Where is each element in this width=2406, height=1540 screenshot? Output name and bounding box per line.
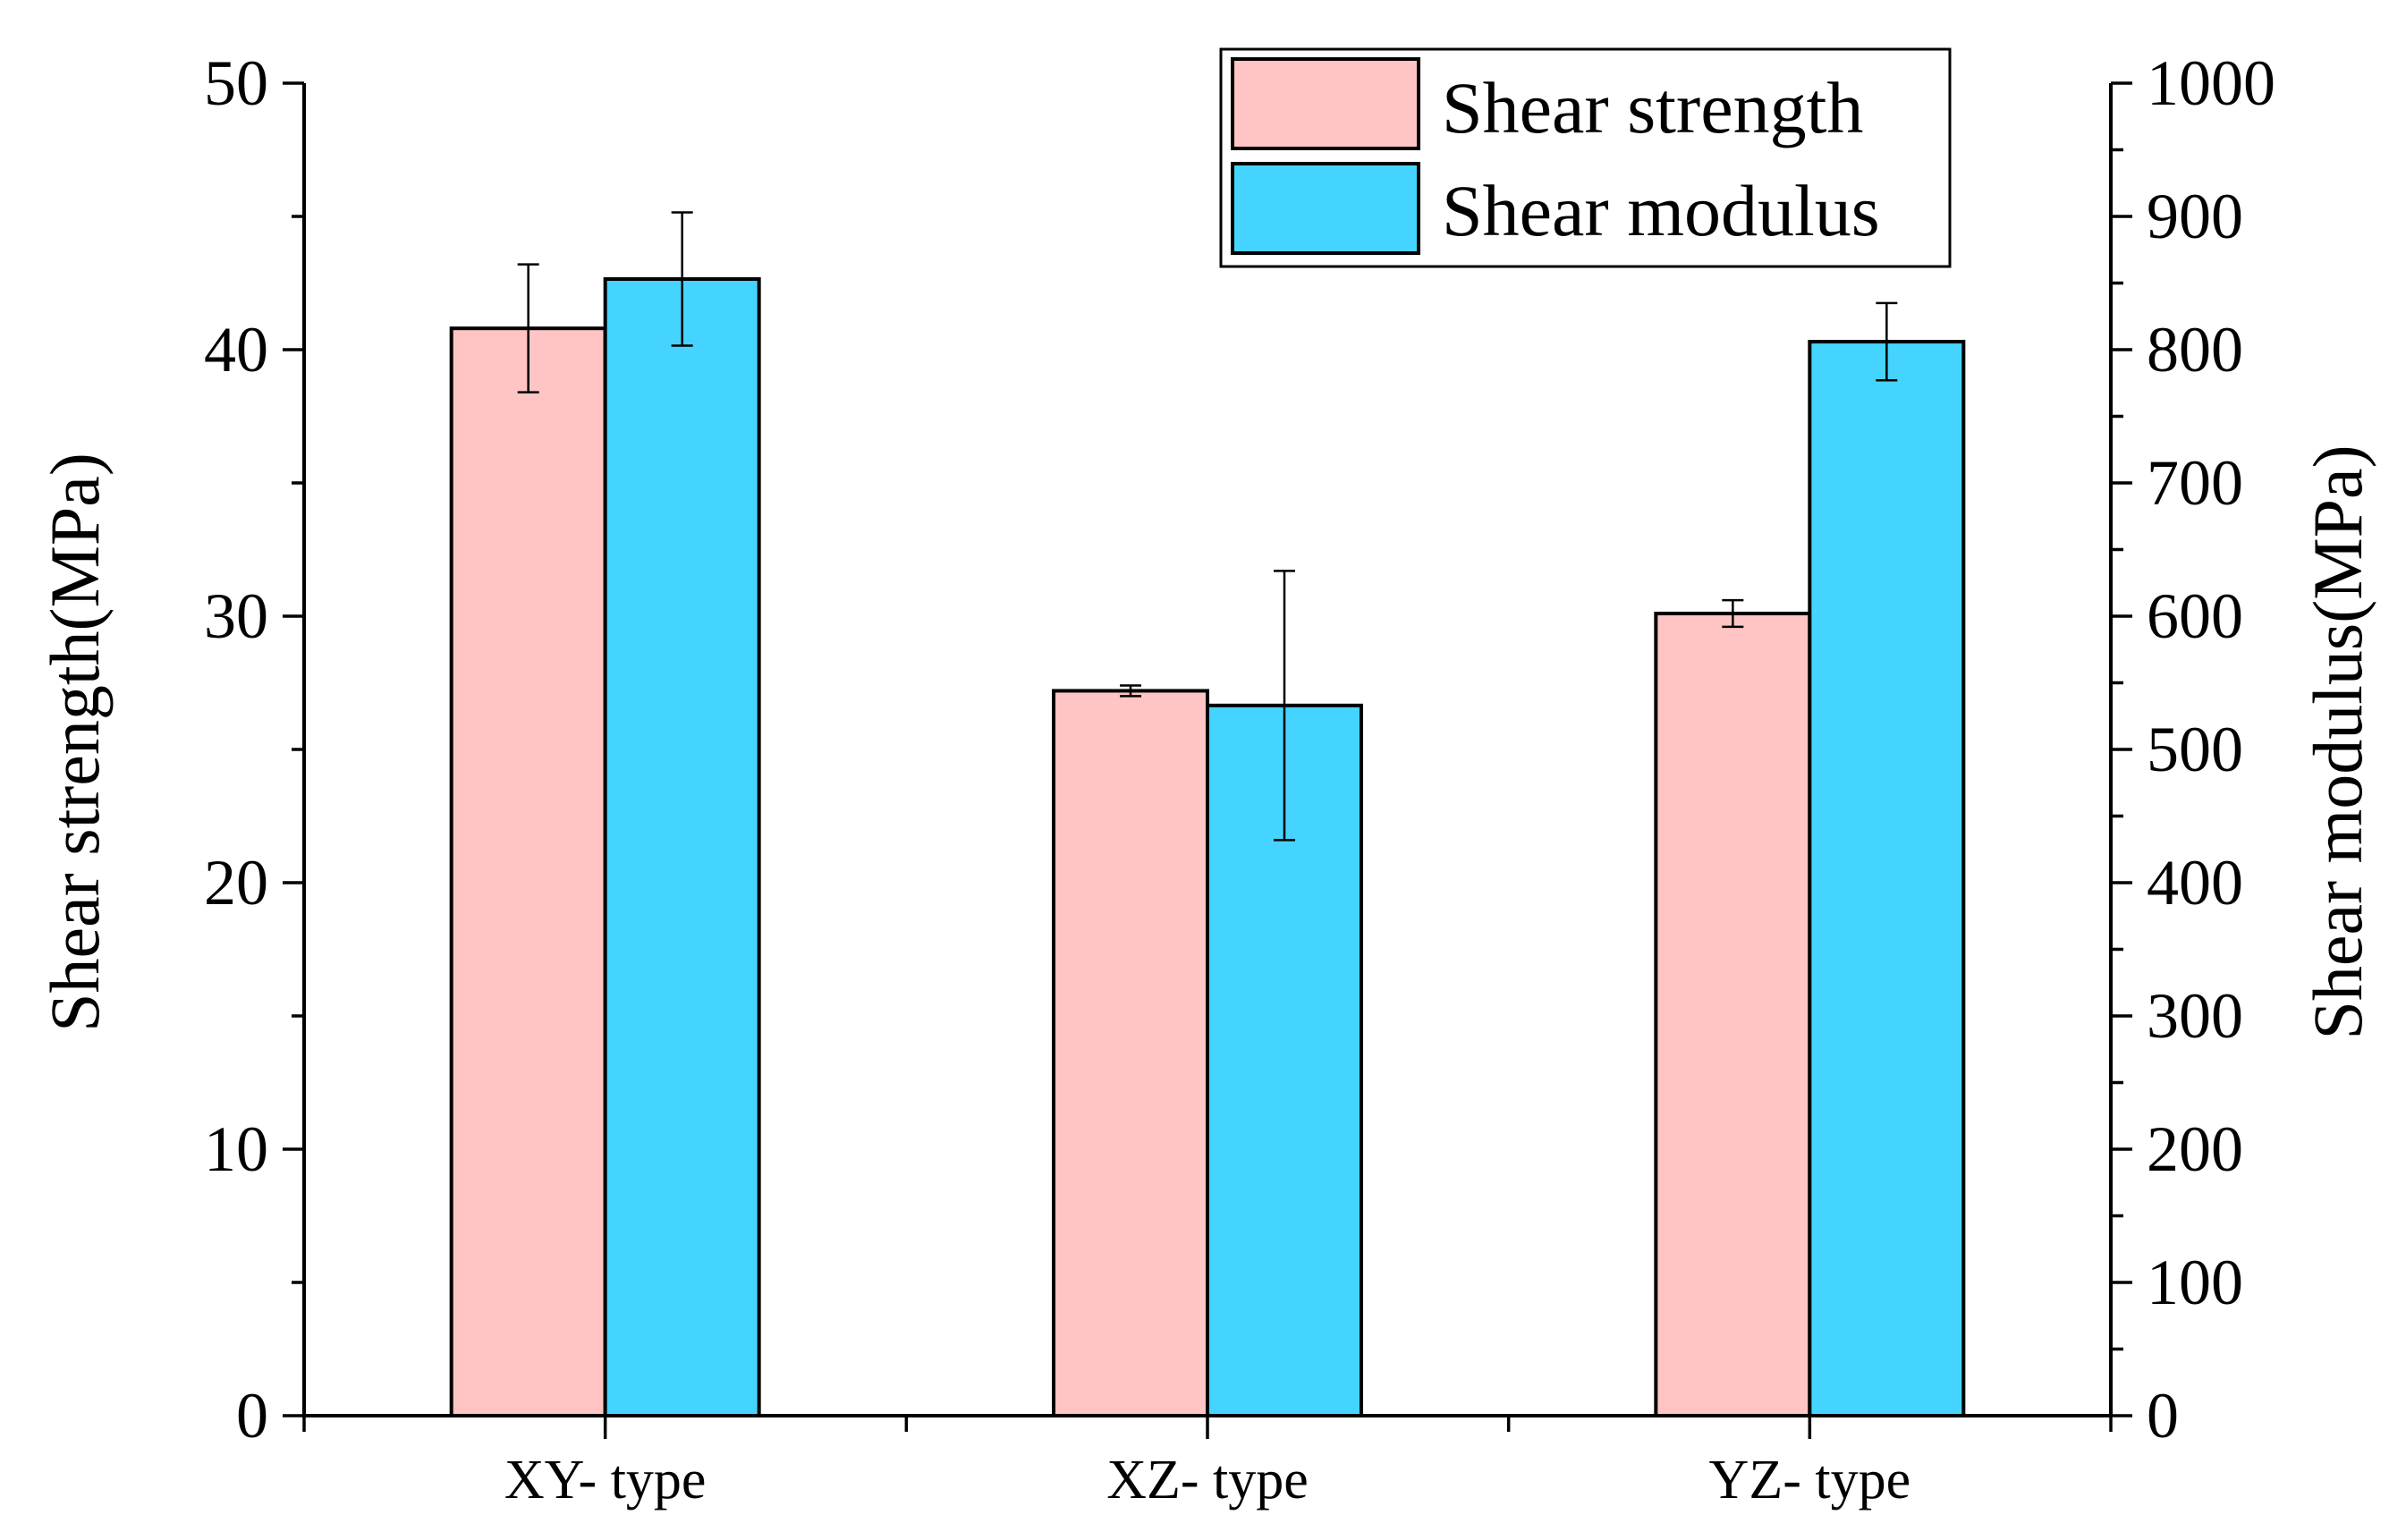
y-right-tick-label-400: 400 — [2147, 847, 2243, 918]
bar-shear-strength-0 — [449, 326, 607, 1417]
y-right-tick-label-300: 300 — [2147, 980, 2243, 1052]
x-tick-label-2: YZ- type — [1709, 1450, 1911, 1510]
y-right-tick-label-1000: 1000 — [2147, 47, 2275, 119]
y-right-tick-label-900: 900 — [2147, 181, 2243, 252]
y-right-tick-label-600: 600 — [2147, 580, 2243, 652]
bar-shear-modulus-0 — [603, 277, 761, 1417]
ticks-layer — [283, 81, 2132, 1439]
error-bar-shear-strength-0 — [517, 263, 539, 393]
y-right-tick-label-700: 700 — [2147, 447, 2243, 519]
y-axis-left-title: Shear strength(MPa) — [36, 453, 114, 1032]
bar-shear-modulus-2 — [1808, 340, 1966, 1417]
error-bar-shear-modulus-2 — [1876, 301, 1898, 382]
y-right-tick-label-800: 800 — [2147, 314, 2243, 385]
y-left-tick-label-30: 30 — [204, 580, 268, 652]
y-right-tick-label-200: 200 — [2147, 1113, 2243, 1185]
legend-swatch-shear-strength — [1231, 57, 1420, 150]
legend-label-shear-modulus: Shear modulus — [1442, 170, 1880, 251]
bar-shear-strength-1 — [1052, 689, 1209, 1417]
x-tick-label-1: XZ- type — [1106, 1450, 1309, 1510]
tick-labels-layer: XY- type XZ- type YZ- type0102030405001002… — [204, 47, 2275, 1510]
y-left-tick-label-50: 50 — [204, 47, 268, 119]
error-bar-shear-modulus-0 — [671, 211, 693, 347]
bars-layer — [449, 277, 1966, 1417]
y-left-tick-label-10: 10 — [204, 1113, 268, 1185]
y-right-tick-label-500: 500 — [2147, 714, 2243, 785]
x-tick-label-0: XY- type — [504, 1450, 707, 1510]
error-bar-shear-strength-1 — [1120, 684, 1141, 698]
legend: Shear strength Shear modulus — [1219, 47, 1952, 268]
error-bar-shear-modulus-1 — [1274, 570, 1295, 842]
y-left-tick-label-0: 0 — [236, 1380, 268, 1451]
legend-label-shear-strength: Shear strength — [1442, 67, 1863, 148]
y-left-tick-label-20: 20 — [204, 847, 268, 918]
y-right-tick-label-0: 0 — [2147, 1380, 2179, 1451]
y-axis-right-title: Shear modulus(MPa) — [2299, 444, 2376, 1039]
legend-swatch-shear-modulus — [1231, 162, 1420, 255]
y-left-tick-label-40: 40 — [204, 314, 268, 385]
bar-shear-strength-2 — [1654, 612, 1812, 1417]
error-bar-shear-strength-2 — [1722, 598, 1744, 629]
y-right-tick-label-100: 100 — [2147, 1247, 2243, 1318]
error-bars-layer — [517, 211, 1898, 842]
